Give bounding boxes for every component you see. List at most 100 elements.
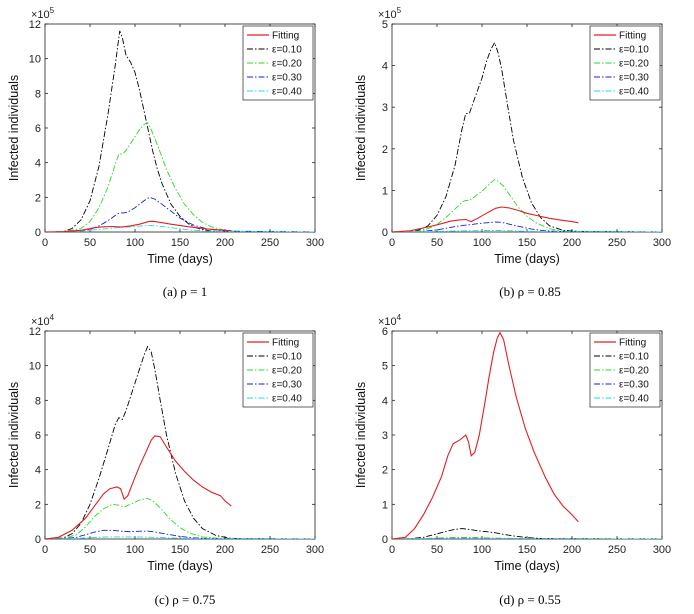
x-axis-label: Time (days) — [494, 559, 560, 573]
series-line-1 — [392, 41, 662, 232]
series-line-2 — [45, 122, 315, 232]
x-tick-label: 0 — [389, 237, 395, 249]
series-line-0 — [45, 435, 232, 539]
x-axis-label: Time (days) — [147, 252, 213, 266]
x-tick-label: 250 — [608, 544, 626, 556]
x-tick-label: 250 — [261, 544, 279, 556]
y-tick-label: 10 — [29, 54, 41, 66]
x-tick-label: 150 — [171, 544, 189, 556]
legend-label: ε=0.30 — [619, 73, 649, 84]
legend-label: ε=0.20 — [272, 59, 302, 70]
series-line-0 — [392, 331, 579, 539]
caption-a: (a) ρ = 1 — [162, 284, 208, 299]
y-tick-label: 2 — [382, 144, 388, 156]
axis-exponent-power: 4 — [50, 313, 55, 322]
x-tick-label: 200 — [563, 544, 581, 556]
axis-exponent-power: 4 — [397, 313, 402, 322]
x-tick-label: 50 — [84, 237, 96, 249]
y-tick-label: 3 — [382, 430, 388, 442]
y-tick-label: 0 — [35, 534, 41, 546]
legend-label: ε=0.30 — [619, 380, 649, 391]
y-axis-label: Infected individuals — [354, 382, 368, 488]
y-tick-label: 4 — [35, 158, 41, 170]
series-line-4 — [392, 230, 662, 232]
series-line-3 — [392, 221, 662, 232]
x-tick-label: 100 — [473, 237, 491, 249]
legend-box — [589, 25, 661, 101]
series-line-4 — [45, 224, 315, 232]
y-tick-label: 10 — [29, 361, 41, 373]
caption-c: (c) ρ = 0.75 — [154, 592, 216, 607]
chart-panel-c: 0 50 100 150 200 250 300 0 2 4 6 8 10 12×104 Time (day… — [7, 313, 324, 573]
legend-label: ε=0.40 — [619, 87, 649, 98]
x-tick-label: 0 — [389, 544, 395, 556]
y-tick-label: 5 — [382, 19, 388, 31]
caption-b: (b) ρ = 0.85 — [499, 284, 561, 299]
x-tick-label: 100 — [473, 544, 491, 556]
legend-box — [589, 332, 661, 408]
legend-label: ε=0.30 — [272, 380, 302, 391]
axis-exponent: ×104 — [378, 313, 402, 328]
y-tick-label: 0 — [382, 227, 388, 239]
x-tick-label: 250 — [261, 237, 279, 249]
legend-label: ε=0.10 — [272, 352, 302, 363]
legend-box — [242, 332, 314, 408]
y-tick-label: 8 — [35, 395, 41, 407]
series-line-0 — [45, 220, 232, 232]
axis-exponent: ×105 — [378, 6, 402, 21]
x-axis-label: Time (days) — [147, 559, 213, 573]
legend-label: ε=0.40 — [619, 394, 649, 405]
legend-label: Fitting — [619, 338, 646, 349]
legend-label: Fitting — [272, 31, 299, 42]
y-tick-label: 2 — [35, 499, 41, 511]
legend-label: ε=0.30 — [272, 73, 302, 84]
y-tick-label: 4 — [382, 61, 388, 73]
x-tick-label: 100 — [126, 237, 144, 249]
legend-label: ε=0.40 — [272, 394, 302, 405]
series-line-1 — [45, 345, 315, 539]
x-tick-label: 300 — [306, 237, 324, 249]
x-tick-label: 50 — [84, 544, 96, 556]
x-tick-label: 300 — [653, 237, 671, 249]
legend-label: ε=0.40 — [272, 87, 302, 98]
legend-label: ε=0.20 — [619, 366, 649, 377]
axis-exponent: ×104 — [31, 313, 55, 328]
x-tick-label: 0 — [42, 544, 48, 556]
y-tick-label: 2 — [382, 465, 388, 477]
y-tick-label: 0 — [382, 534, 388, 546]
x-tick-label: 200 — [216, 544, 234, 556]
chart-panel-a: 0 50 100 150 200 250 300 0 2 4 6 8 10 12×105 Time (day… — [7, 6, 324, 266]
x-tick-label: 250 — [608, 237, 626, 249]
y-tick-label: 4 — [35, 465, 41, 477]
x-tick-label: 300 — [653, 544, 671, 556]
series-line-2 — [45, 497, 315, 539]
legend-label: Fitting — [272, 338, 299, 349]
series-line-2 — [392, 179, 662, 232]
x-tick-label: 50 — [431, 237, 443, 249]
legend-box — [242, 25, 314, 101]
legend-label: Fitting — [619, 31, 646, 42]
y-tick-label: 0 — [35, 227, 41, 239]
series-line-4 — [45, 536, 315, 539]
x-tick-label: 200 — [563, 237, 581, 249]
series-line-3 — [45, 196, 315, 232]
series-line-1 — [392, 528, 662, 539]
y-tick-label: 1 — [382, 185, 388, 197]
caption-d: (d) ρ = 0.55 — [499, 592, 561, 607]
y-tick-label: 2 — [35, 192, 41, 204]
y-tick-label: 4 — [382, 395, 388, 407]
legend-label: ε=0.10 — [619, 352, 649, 363]
axis-exponent-power: 5 — [397, 6, 402, 15]
y-tick-label: 3 — [382, 102, 388, 114]
series-line-1 — [45, 30, 315, 232]
y-axis-label: Infected individuals — [354, 75, 368, 181]
y-tick-label: 8 — [35, 88, 41, 100]
axis-exponent-power: 5 — [50, 6, 55, 15]
legend-label: ε=0.10 — [272, 45, 302, 56]
series-line-0 — [392, 206, 579, 232]
y-tick-label: 1 — [382, 499, 388, 511]
chart-panel-d: 0 50 100 150 200 250 300 0 1 2 3 4 5 6×104 Time (days)… — [354, 313, 671, 573]
legend-label: ε=0.10 — [619, 45, 649, 56]
y-axis-label: Infected individuals — [7, 382, 21, 488]
